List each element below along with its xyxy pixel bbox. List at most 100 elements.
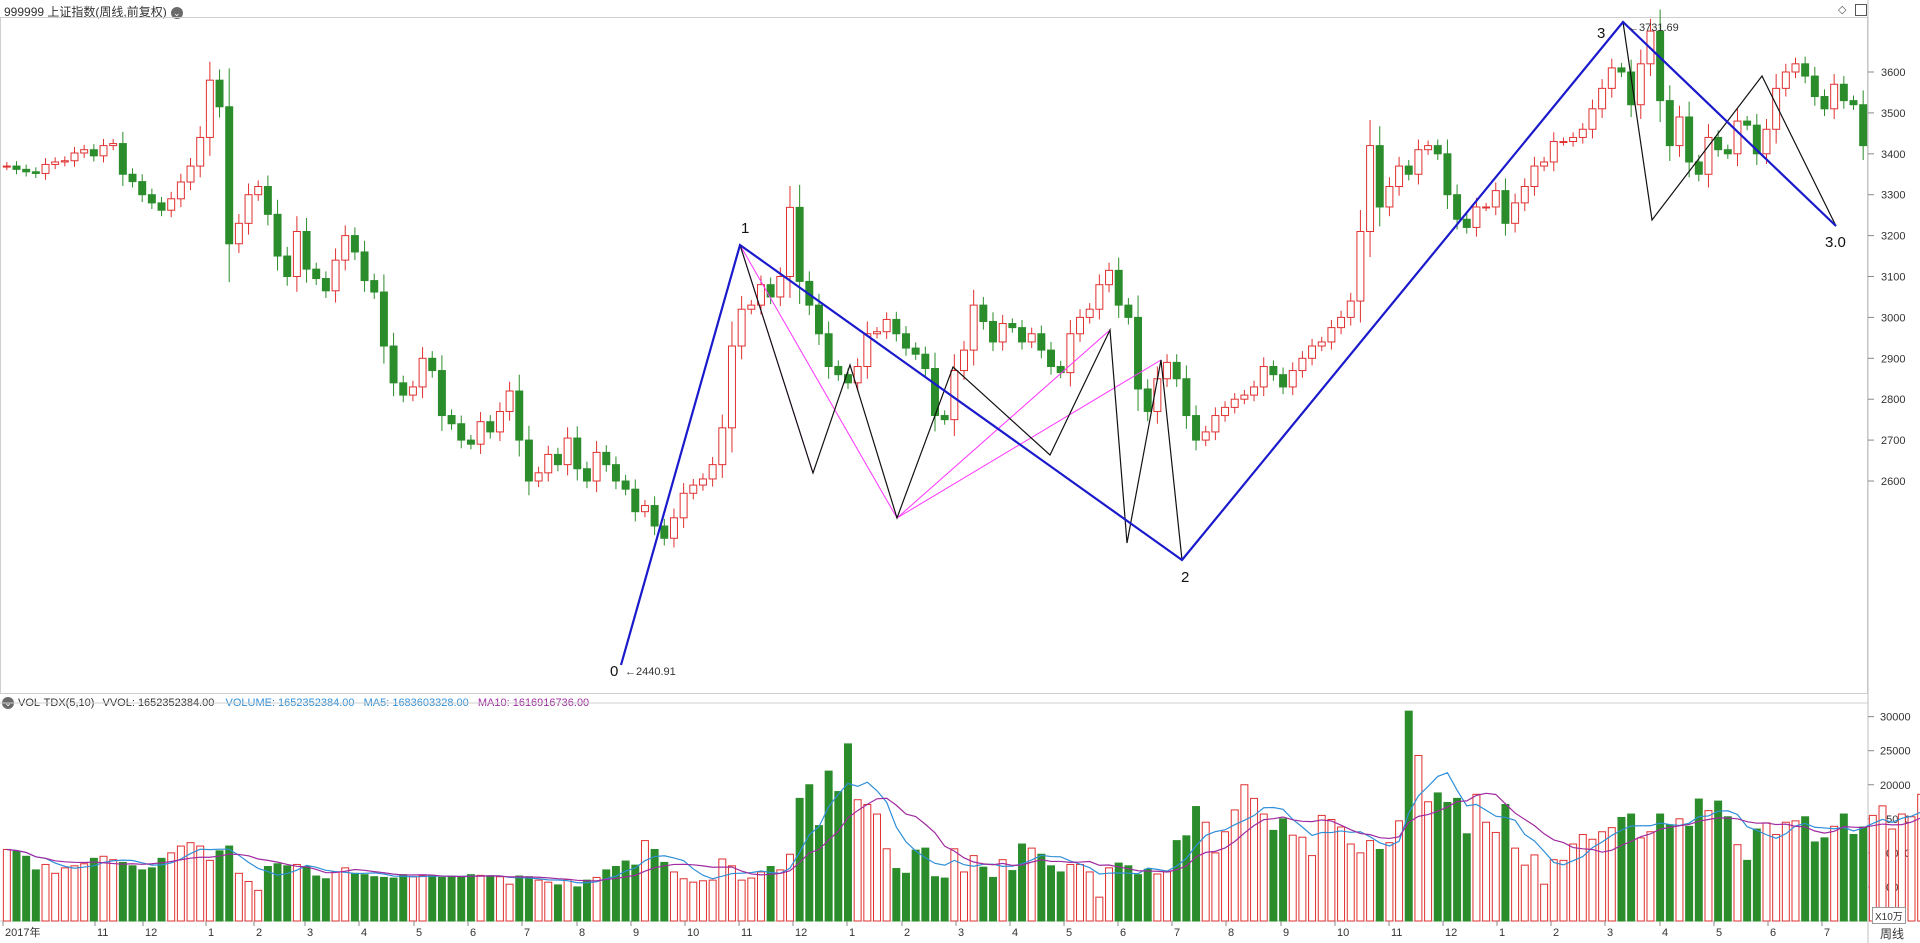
volume-bar-up [1230,809,1239,922]
price-tick-label: 2900 [1881,353,1905,365]
volume-bar-up [205,859,214,922]
volume-bar-up [1675,818,1684,922]
candle-up [505,390,514,412]
candle-up [1762,128,1771,155]
candle-down [457,423,466,441]
candle-down [1617,67,1626,73]
volume-bar-up [495,876,504,922]
candle-up [1366,145,1375,233]
volume-bar-up [1308,855,1317,922]
x-tick-label: 8 [579,927,585,939]
volume-bar-down [1801,816,1810,922]
volume-bar-down [302,866,311,922]
volume-bar-up [1066,863,1075,922]
candle-up [41,163,50,174]
candle-up [785,206,794,277]
volume-bar-up [1868,814,1877,922]
candle-down [486,421,495,433]
candle-down [1501,190,1510,224]
volume-tick-label: 20000 [1880,780,1911,792]
volume-bar-up [234,872,243,922]
volume-bar-up [99,855,108,922]
volume-bar-down [1839,813,1848,922]
candle-down [1801,63,1810,77]
volume-bar-down [931,876,939,922]
volume-bar-up [1366,840,1375,922]
candle-up [1511,202,1520,224]
x-tick-label: 9 [633,927,639,939]
volume-bar-down [766,866,775,922]
candle-down [1743,120,1752,126]
volume-bar-up [756,871,765,922]
volume-bar-down [31,869,40,922]
volume-bar-down [138,869,147,922]
candle-up [882,318,891,333]
elliott-wave-line [619,20,1837,666]
volume-bar-up [1646,831,1655,922]
candle-up [1598,87,1607,110]
candle-down [979,304,988,322]
candle-down [824,333,833,367]
candle-up [418,357,427,388]
wave-label: 1 [741,220,749,237]
volume-bar-up [1250,797,1259,922]
symbol-title: 999999 上证指数(周线,前复权) ⌄ [4,3,183,20]
volume-bar-up [1540,883,1549,922]
diamond-icon[interactable]: ◇ [1838,4,1847,16]
candle-up [718,427,727,466]
volume-bar-up [292,863,301,922]
candle-down [1859,104,1868,147]
volume-bar-up [863,804,872,922]
volume-bar-down [1627,813,1636,922]
aux-line [739,244,898,519]
candle-down [1694,161,1703,175]
volume-bar-up [51,872,60,922]
volume-bar-up [534,879,543,922]
candle-down [447,415,456,425]
candle-down [1018,327,1026,343]
volume-bar-down [89,857,98,922]
volume-bar-up [1027,847,1036,922]
x-tick-label: 10 [687,927,699,939]
volume-bar-down [844,743,852,922]
volume-bar-down [902,872,910,922]
candle-up [1472,206,1481,228]
candle-up [1298,357,1307,372]
candle-down [215,79,224,108]
dropdown-icon[interactable]: ⌄ [170,6,183,19]
volume-bar-down [457,876,466,922]
candle-up [1636,63,1645,106]
panel-toggle-icon[interactable] [1855,4,1867,16]
volume-bar-up [1762,822,1771,922]
x-tick-label: 1 [849,927,855,939]
volume-bar-up [969,855,978,922]
candle-down [1849,100,1858,106]
x-tick-label: 2 [1553,927,1559,939]
candle-down [1047,349,1056,367]
price-tick-label: 3400 [1881,149,1905,161]
volume-tick-label: 25000 [1880,746,1911,758]
volume-bar-down [225,845,234,922]
x-tick-label: 11 [97,927,108,939]
candle-down [22,168,31,173]
candle-up [737,308,746,347]
volume-bar-down [486,875,495,922]
candle-down [1462,218,1471,228]
volume-bar-up [727,865,736,922]
volume-bar-up [167,852,176,922]
subwave-line [1622,21,1837,227]
volume-bar-down [1849,833,1858,922]
volume-bar-down [1859,826,1868,922]
candle-up [167,198,176,211]
candle-up [679,492,688,519]
volume-bar-down [321,878,330,922]
volume-bar-up [592,876,601,922]
volume-bar-down [979,866,988,922]
candle-down [621,480,630,490]
period-label[interactable]: 周线 [1880,927,1905,941]
x-tick-label: 11 [1391,927,1402,939]
volume-bar-down [389,877,398,922]
candle-down [1820,96,1829,110]
candle-down [379,291,388,347]
volume-bar-up [331,871,340,922]
